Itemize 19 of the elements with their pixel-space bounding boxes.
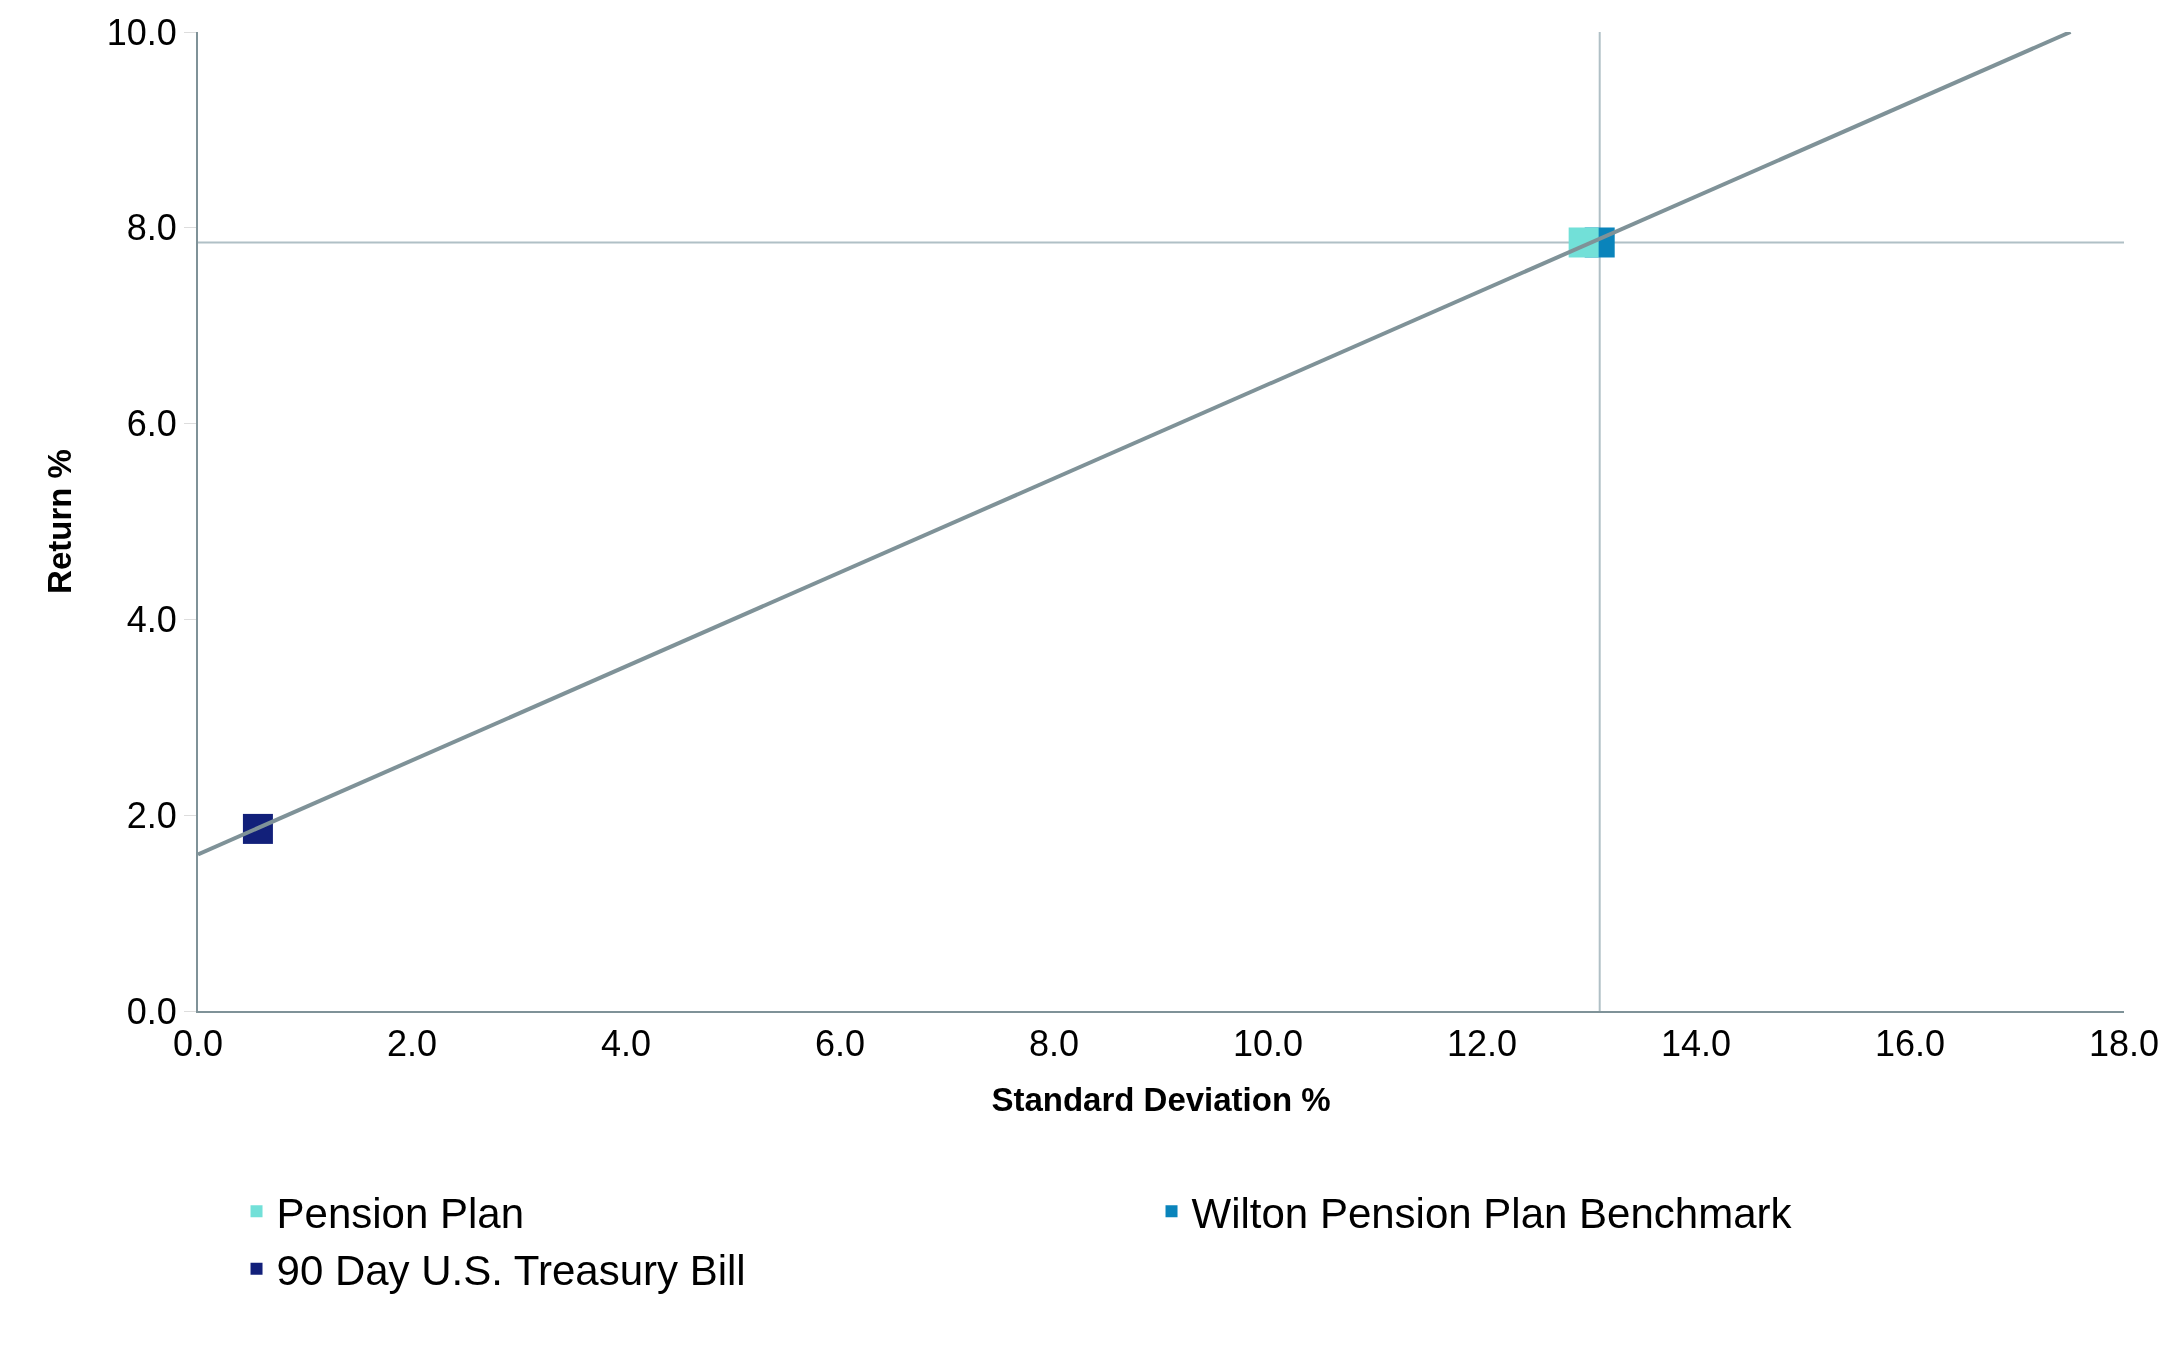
y-tick-label: 6.0 bbox=[126, 403, 177, 445]
x-tick-label: 18.0 bbox=[2088, 1023, 2160, 1065]
x-axis-title: Standard Deviation % bbox=[991, 1081, 1331, 1119]
x-tick-label: 12.0 bbox=[1446, 1023, 1518, 1065]
legend-label: Wilton Pension Plan Benchmark bbox=[1191, 1189, 1793, 1237]
x-tick-label: 16.0 bbox=[1874, 1023, 1946, 1065]
y-tick-label: 8.0 bbox=[126, 207, 177, 249]
legend-label: Pension Plan bbox=[276, 1189, 525, 1237]
x-tick-label: 10.0 bbox=[1232, 1023, 1304, 1065]
y-tick-label: 10.0 bbox=[106, 11, 177, 53]
y-axis-title: Return % bbox=[41, 449, 79, 594]
y-tick-label: 2.0 bbox=[126, 794, 177, 836]
x-tick-label: 6.0 bbox=[814, 1023, 866, 1065]
x-tick-label: 8.0 bbox=[1028, 1023, 1080, 1065]
legend-label: 90 Day U.S. Treasury Bill bbox=[276, 1247, 746, 1295]
x-tick-label: 4.0 bbox=[600, 1023, 652, 1065]
x-tick-label: 2.0 bbox=[386, 1023, 438, 1065]
y-tick-label: 4.0 bbox=[126, 599, 177, 640]
x-tick-label: 14.0 bbox=[1660, 1023, 1732, 1065]
